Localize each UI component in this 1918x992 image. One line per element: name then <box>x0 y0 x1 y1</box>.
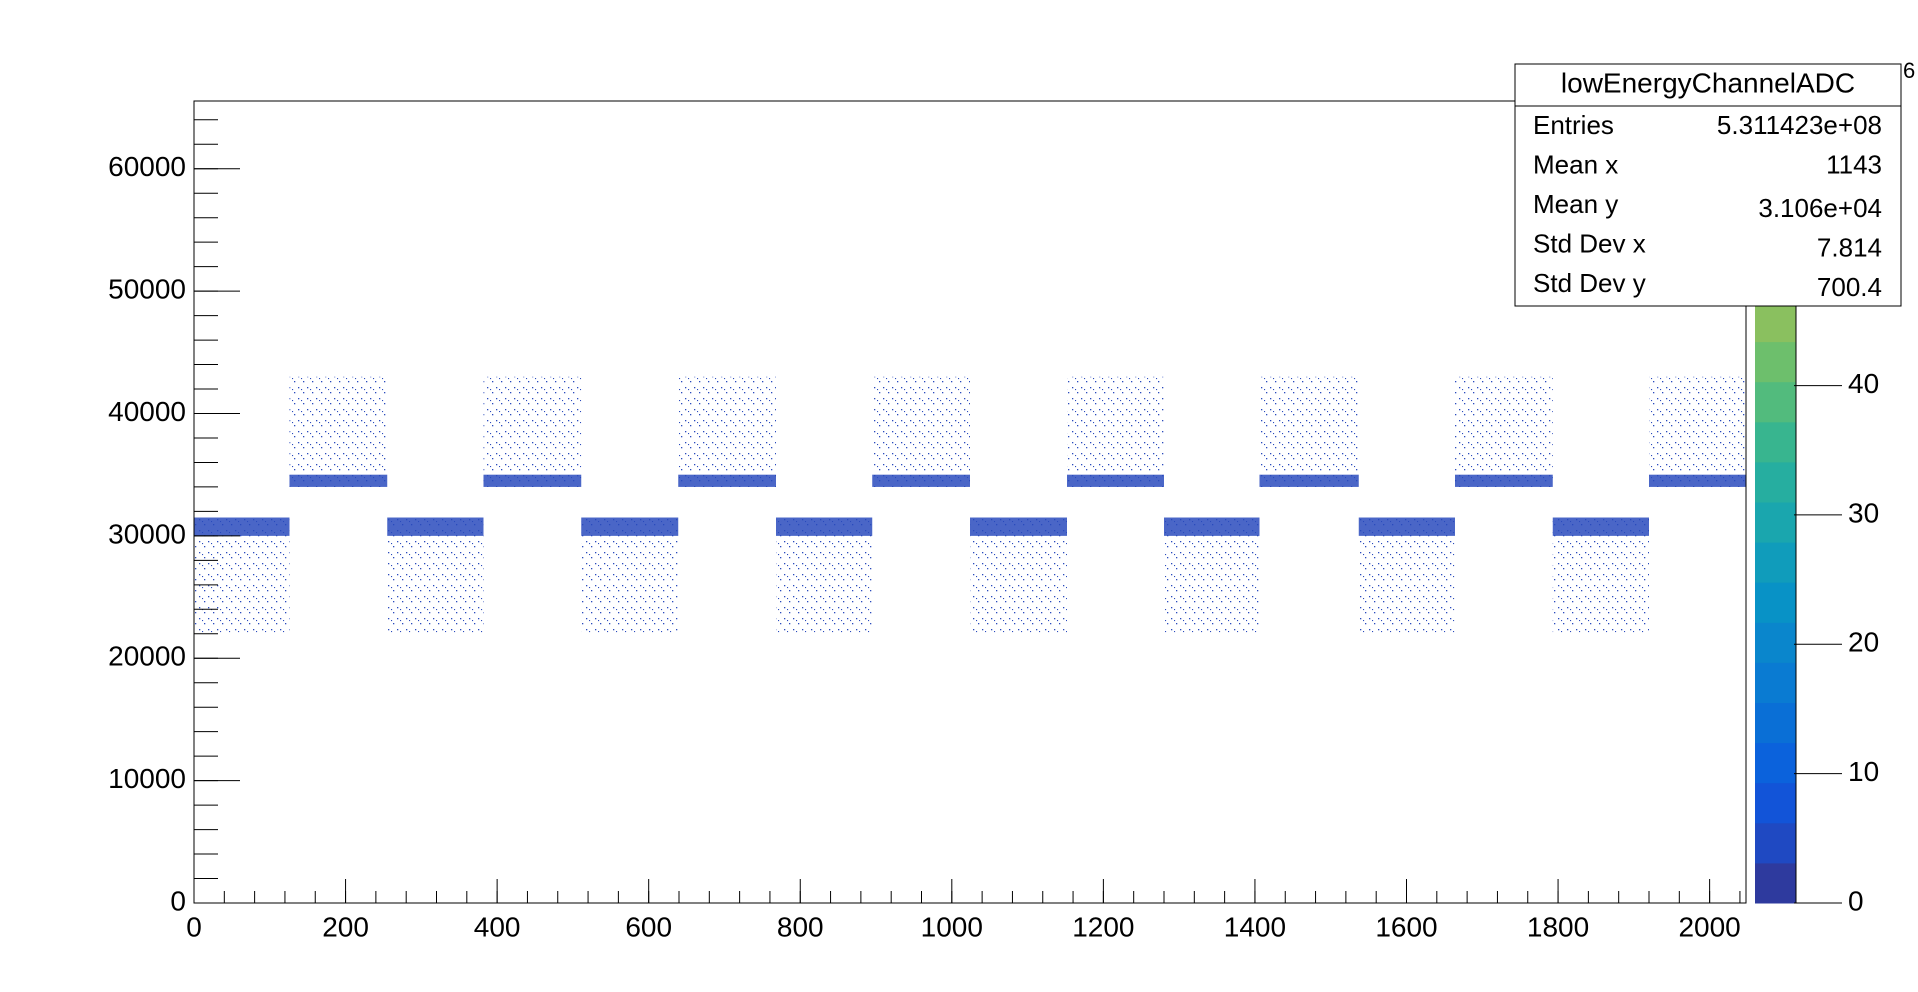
stats-box: lowEnergyChannelADC Entries 5.311423e+08 Me… <box>1514 63 1902 307</box>
x-tick-label: 800 <box>777 911 824 942</box>
plot-frame <box>193 100 1747 904</box>
stats-label: Mean y <box>1533 189 1618 219</box>
stats-label: Std Dev x <box>1533 228 1646 258</box>
sparse-region <box>1259 376 1359 487</box>
color-band <box>1755 421 1796 463</box>
z-tick-label: 10 <box>1848 756 1879 787</box>
y-tick-label: 60000 <box>108 151 186 182</box>
sparse-region <box>1067 376 1164 487</box>
color-band <box>1755 582 1796 623</box>
sparse-region <box>1358 517 1455 634</box>
z-tick-label: 40 <box>1848 368 1879 399</box>
dense-region <box>387 517 484 536</box>
stats-frame <box>1514 63 1902 307</box>
color-band <box>1755 622 1796 663</box>
color-band <box>1755 542 1796 583</box>
sparse-region <box>678 376 776 487</box>
sparse-region <box>1552 517 1649 634</box>
dense-region <box>194 517 290 536</box>
dense-region <box>872 474 970 487</box>
y-tick-label: 20000 <box>108 641 186 672</box>
dense-region <box>678 474 776 487</box>
color-band <box>1755 862 1796 904</box>
color-band <box>1755 461 1796 503</box>
color-band <box>1755 702 1796 744</box>
sparse-region <box>194 517 290 634</box>
dense-region <box>483 474 582 487</box>
dense-region <box>581 517 679 536</box>
x-tick-label: 0 <box>186 911 202 942</box>
z-exponent: 6 <box>1903 58 1915 83</box>
stats-value: 5.311423e+08 <box>1717 110 1882 140</box>
sparse-region <box>872 376 970 487</box>
dense-region <box>970 517 1067 536</box>
sparse-region <box>387 517 484 634</box>
stats-label: Std Dev y <box>1533 268 1646 298</box>
y-tick-label: 40000 <box>108 396 186 427</box>
stats-value: 1143 <box>1826 149 1882 179</box>
dense-region <box>1067 474 1164 487</box>
x-tick-label: 400 <box>474 911 521 942</box>
color-band <box>1755 822 1796 864</box>
dense-region <box>289 474 388 487</box>
dense-region <box>1164 517 1260 536</box>
color-band <box>1755 662 1796 703</box>
color-band <box>1755 381 1796 423</box>
sparse-region <box>1455 376 1553 487</box>
sparse-region <box>483 376 582 487</box>
dense-region <box>1649 474 1746 487</box>
color-band <box>1755 301 1796 343</box>
x-tick-label: 600 <box>625 911 672 942</box>
stats-label: Entries <box>1533 110 1614 140</box>
stats-label: Mean x <box>1533 149 1618 179</box>
x-tick-label: 1400 <box>1224 911 1286 942</box>
dense-region <box>1259 474 1359 487</box>
stats-value: 7.814 <box>1817 232 1882 262</box>
z-tick-label: 30 <box>1848 497 1879 528</box>
dense-region <box>776 517 873 536</box>
stats-value: 700.4 <box>1817 272 1882 302</box>
y-tick-label: 30000 <box>108 518 186 549</box>
sparse-region <box>970 517 1067 634</box>
x-tick-label: 200 <box>322 911 369 942</box>
color-band <box>1755 742 1796 784</box>
z-tick-label: 0 <box>1848 885 1864 916</box>
z-tick-label: 20 <box>1848 627 1879 658</box>
color-band <box>1755 502 1796 543</box>
sparse-region <box>1649 376 1746 487</box>
stats-title: lowEnergyChannelADC <box>1561 67 1855 98</box>
color-band <box>1755 341 1796 383</box>
sparse-region <box>581 517 679 634</box>
x-tick-label: 1600 <box>1375 911 1437 942</box>
x-tick-label: 2000 <box>1678 911 1740 942</box>
x-tick-label: 1800 <box>1527 911 1589 942</box>
sparse-region <box>776 517 873 634</box>
dense-region <box>1455 474 1553 487</box>
stats-value: 3.106e+04 <box>1758 193 1882 223</box>
y-tick-label: 0 <box>170 885 186 916</box>
sparse-region <box>289 376 388 487</box>
sparse-region <box>1164 517 1260 634</box>
color-band <box>1755 782 1796 824</box>
y-tick-label: 10000 <box>108 763 186 794</box>
y-tick-label: 50000 <box>108 274 186 305</box>
x-tick-label: 1000 <box>921 911 983 942</box>
dense-region <box>1358 517 1455 536</box>
dense-region <box>1552 517 1649 536</box>
x-tick-label: 1200 <box>1072 911 1134 942</box>
